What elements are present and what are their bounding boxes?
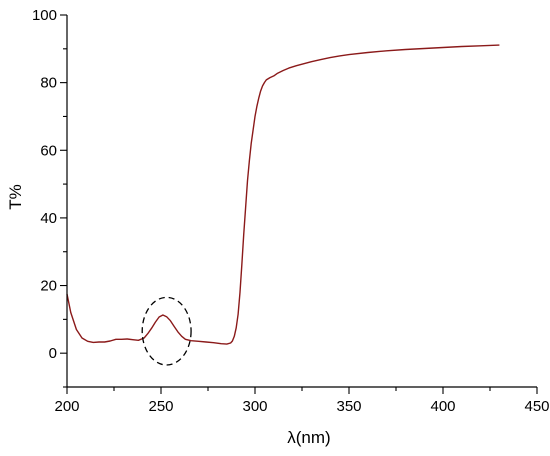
transmittance-line bbox=[66, 44, 500, 345]
highlight-ellipse bbox=[141, 296, 192, 366]
y-tick-label: 20 bbox=[40, 278, 57, 295]
axis-ticks bbox=[60, 14, 538, 394]
x-tick-label: 300 bbox=[242, 398, 267, 415]
x-tick-label: 450 bbox=[524, 398, 549, 415]
x-tick-label: 250 bbox=[148, 398, 173, 415]
y-tick-label: 80 bbox=[40, 75, 57, 92]
x-tick-label: 350 bbox=[336, 398, 361, 415]
y-tick-label: 100 bbox=[32, 7, 57, 24]
x-tick-label: 200 bbox=[54, 398, 79, 415]
y-tick-label: 60 bbox=[40, 142, 57, 159]
tick-labels: 200 250 300 350 400 450 0 20 40 60 80 100 bbox=[32, 7, 550, 415]
y-axis-label: T% bbox=[6, 184, 25, 210]
x-axis-label: λ(nm) bbox=[287, 428, 330, 447]
y-tick-label: 40 bbox=[40, 210, 57, 227]
y-tick-label: 0 bbox=[49, 345, 57, 362]
x-tick-label: 400 bbox=[430, 398, 455, 415]
